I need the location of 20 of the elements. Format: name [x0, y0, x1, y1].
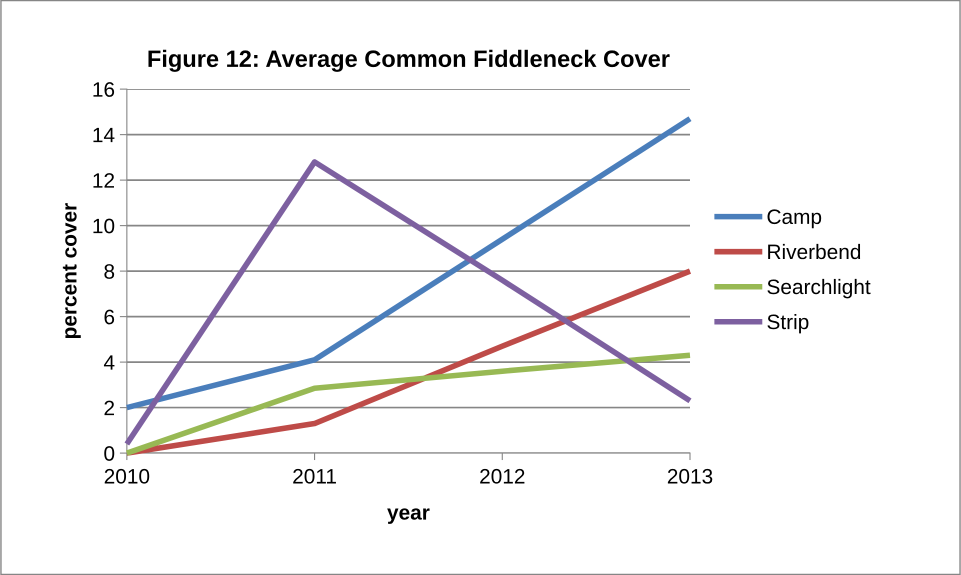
y-tick-label: 10 [93, 218, 114, 234]
y-tick-label: 4 [104, 355, 114, 370]
legend-label: Riverbend [768, 244, 860, 260]
y-tick-label: 8 [104, 264, 114, 279]
y-tick-label: 14 [93, 128, 114, 142]
y-tick-label: 0 [104, 446, 114, 461]
legend-label: Camp [768, 209, 822, 228]
y-tick-label: 6 [104, 310, 114, 324]
x-axis-title: year [387, 508, 430, 524]
y-tick-label: 16 [93, 82, 114, 97]
legend-label: Searchlight [767, 278, 871, 298]
chart-title: Figure 12: Average Common Fiddleneck Cover [148, 50, 670, 72]
x-tick-label: 2013 [668, 468, 712, 484]
y-tick-label: 12 [93, 173, 114, 188]
x-tick-label: 2012 [480, 468, 524, 484]
y-tick-label: 2 [104, 400, 114, 416]
x-tick-label: 2010 [104, 468, 150, 484]
y-axis-title: percent cover [62, 203, 81, 338]
legend-label: Strip [767, 314, 808, 334]
x-tick-label: 2011 [293, 468, 336, 484]
